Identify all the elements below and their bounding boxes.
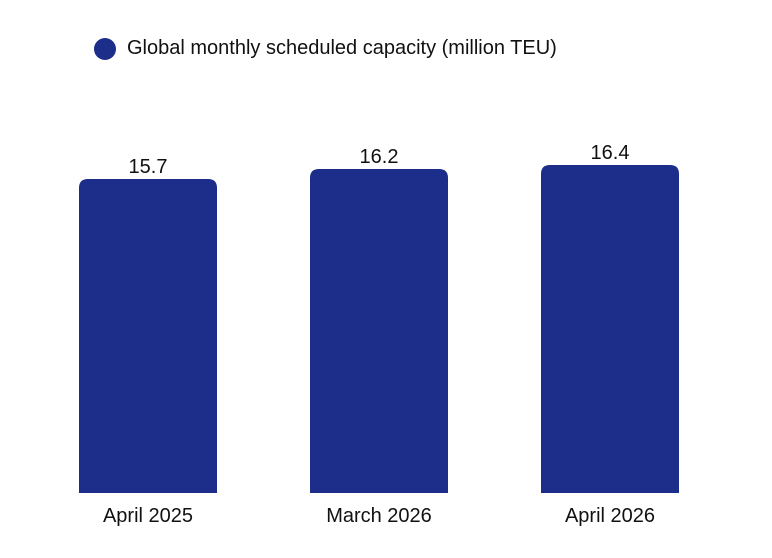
x-tick-label: April 2026: [565, 505, 655, 527]
x-tick-label: April 2025: [103, 505, 193, 527]
bar-2: [310, 169, 448, 493]
x-tick-label: March 2026: [326, 505, 432, 527]
legend-marker-icon: [94, 37, 116, 60]
data-label: 15.7: [129, 156, 168, 178]
data-label: 16.4: [591, 142, 630, 164]
bar-3: [541, 165, 679, 493]
legend: Global monthly scheduled capacity (milli…: [94, 37, 557, 60]
data-label: 16.2: [360, 146, 399, 168]
legend-label: Global monthly scheduled capacity (milli…: [127, 37, 557, 59]
bar-1: [79, 179, 217, 493]
